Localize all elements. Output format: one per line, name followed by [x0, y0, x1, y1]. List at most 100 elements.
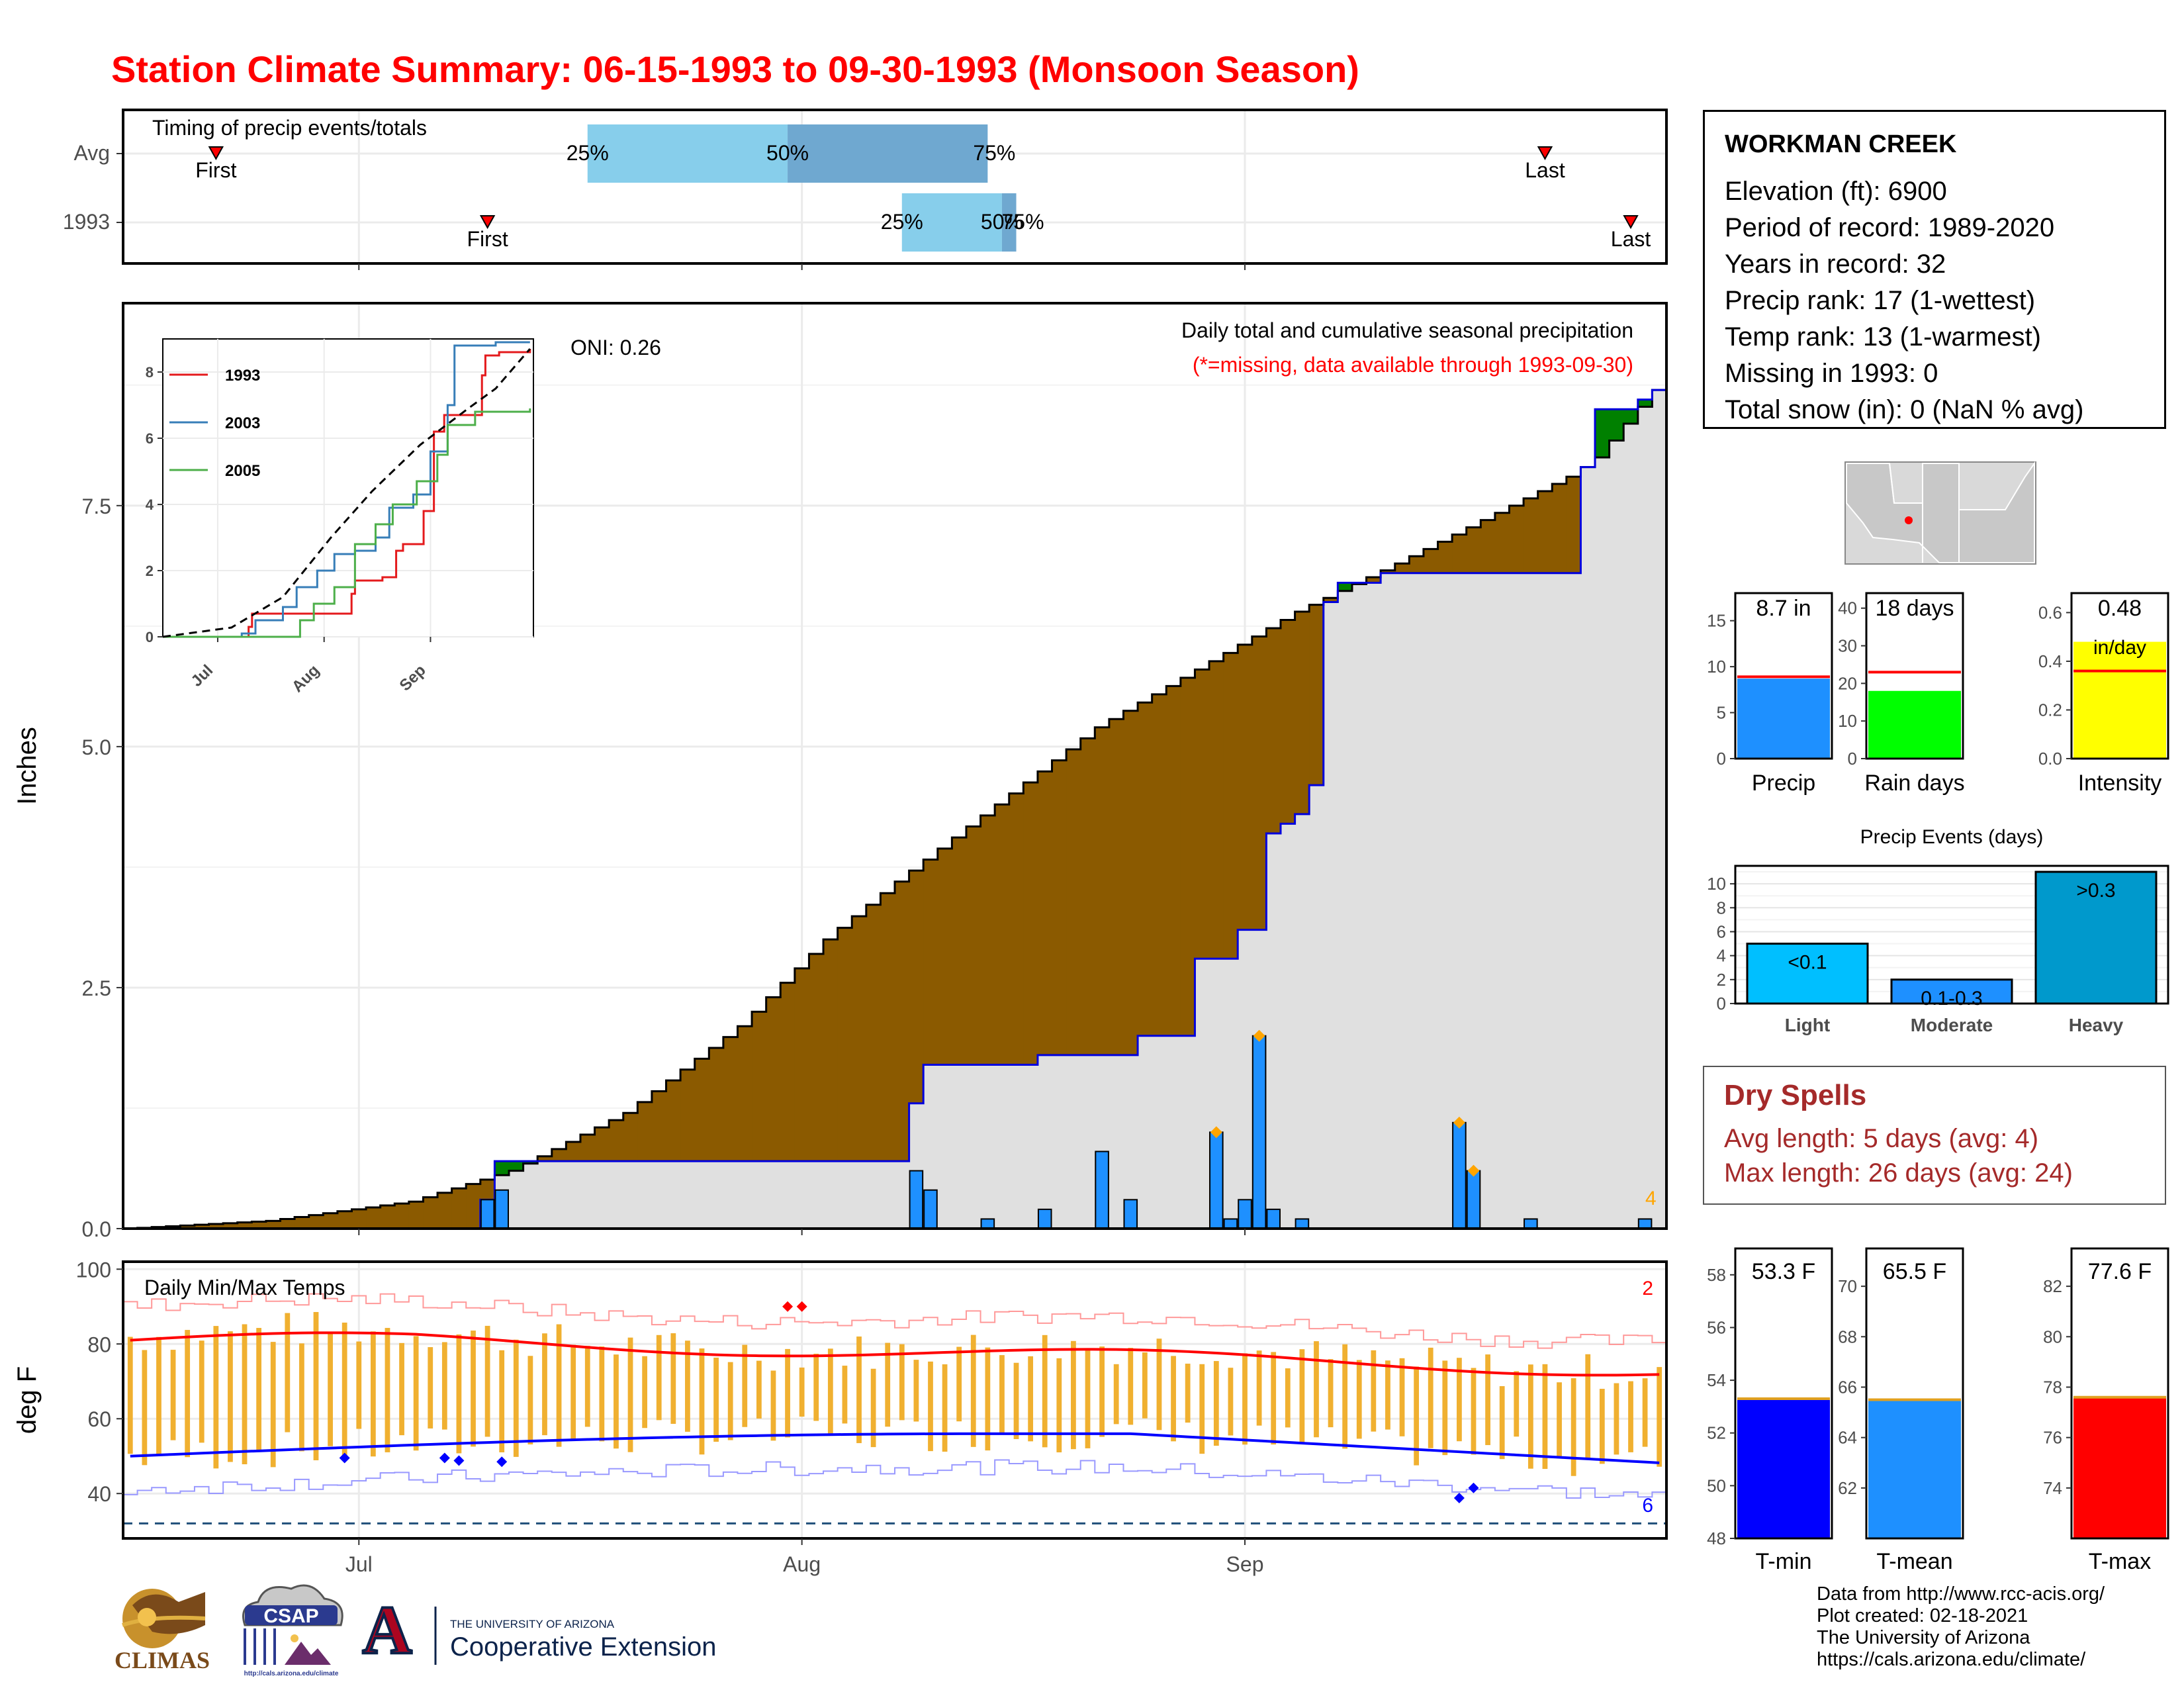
locator-map	[1844, 461, 2036, 565]
mini-y-tick-label: 0	[1848, 749, 1857, 769]
avg-max-line	[130, 1331, 1660, 1377]
diff-fill	[1452, 534, 1467, 573]
daily-temp-bar	[1056, 1358, 1062, 1453]
mini-y-tick-label: 0.6	[2038, 602, 2062, 622]
daily-temp-bar	[742, 1344, 748, 1427]
cum-area	[1437, 573, 1453, 1229]
station-name: WORKMAN CREEK	[1725, 130, 1957, 158]
record-marker-icon	[1467, 1164, 1480, 1177]
quartile-label: 50%	[981, 210, 1023, 234]
mini-y-tick-label: 0.4	[2038, 651, 2062, 671]
x-tick-label: Jul	[345, 1552, 373, 1576]
daily-temp-bar	[1599, 1389, 1605, 1464]
mini-value-label: 77.6 F	[2088, 1259, 2152, 1284]
precip-panel: 4 Daily total and cumulative seasonal pre…	[13, 302, 1668, 1241]
station-info-line: Years in record: 32	[1725, 250, 1946, 279]
mini-y-tick-label: 52	[1707, 1423, 1726, 1443]
diff-fill	[1080, 738, 1095, 1055]
cum-area	[1466, 573, 1481, 1229]
daily-temp-bar	[942, 1364, 948, 1452]
plot-border	[122, 1260, 1668, 1540]
diff-fill	[852, 916, 867, 1162]
daily-precip-bar	[1209, 1131, 1224, 1229]
diff-fill	[1537, 491, 1553, 573]
diff-fill	[680, 1069, 696, 1162]
daily-temp-bar	[1457, 1358, 1462, 1442]
diff-fill	[952, 837, 967, 1065]
cum-area	[1009, 1064, 1024, 1229]
mini-bar	[1737, 679, 1830, 759]
first-label: First	[467, 227, 508, 251]
diff-fill	[895, 881, 910, 1162]
diff-fill	[809, 953, 824, 1162]
credit-line: Plot created: 02-18-2021	[1817, 1605, 2028, 1626]
y-tick-label: 6	[1717, 921, 1726, 941]
x-tick-label: Sep	[1226, 1552, 1264, 1576]
diff-fill	[537, 1156, 553, 1162]
daily-precip-bar	[1037, 1208, 1052, 1229]
daily-temp-bar	[399, 1342, 404, 1436]
diff-fill	[880, 893, 895, 1162]
y-tick-label: 2	[1717, 970, 1726, 990]
station-info-line: Period of record: 1989-2020	[1725, 213, 2055, 242]
diff-fill	[1295, 612, 1310, 814]
daily-temp-bar	[1271, 1352, 1277, 1445]
daily-temp-bar	[1171, 1356, 1176, 1442]
daily-precip-bar	[1095, 1150, 1109, 1229]
y-tick-label: 0.0	[82, 1217, 111, 1241]
daily-temp-bar	[1342, 1344, 1348, 1449]
y-tick-label: 2.5	[82, 976, 111, 1000]
inset-y-tick-label: 2	[146, 563, 154, 579]
temps-title: Daily Min/Max Temps	[144, 1276, 345, 1299]
cum-area	[680, 1161, 696, 1229]
daily-precip-bar	[1295, 1218, 1310, 1229]
daily-temp-bar	[441, 1342, 447, 1430]
diff-fill	[323, 1213, 338, 1229]
row-label: 1993	[63, 210, 110, 234]
daily-temp-bar	[1285, 1368, 1291, 1428]
inset-y-tick-label: 4	[146, 496, 154, 513]
cum-area	[1552, 573, 1567, 1229]
cum-area	[1152, 1035, 1167, 1229]
ua-extension-logo: A THE UNIVERSITY OF ARIZONA Cooperative …	[361, 1599, 716, 1669]
daily-temp-bar	[1542, 1364, 1548, 1470]
daily-temp-bar	[170, 1350, 176, 1440]
daily-temp-bar	[299, 1343, 304, 1452]
record-marker-icon	[1453, 1116, 1465, 1129]
y-tick-label: 100	[76, 1258, 111, 1282]
record-high-count: 2	[1642, 1278, 1653, 1299]
quartile-bar	[788, 124, 988, 183]
cum-area	[1180, 1035, 1195, 1229]
station-info-line: Missing in 1993: 0	[1725, 359, 1938, 388]
inset-series-line	[163, 349, 531, 638]
cum-area	[623, 1161, 638, 1229]
daily-temp-bar	[1314, 1341, 1319, 1438]
quartile-label: 75%	[973, 141, 1015, 165]
mini-y-tick-label: 70	[1838, 1276, 1857, 1296]
cum-area	[1266, 833, 1281, 1229]
daily-precip-bar	[1223, 1218, 1238, 1229]
mini-plot-border	[1865, 592, 1964, 760]
cum-area	[709, 1161, 724, 1229]
diff-fill	[380, 1205, 395, 1229]
diff-fill	[1637, 399, 1653, 407]
daily-temp-bar	[685, 1340, 690, 1432]
record-high-marker-icon	[782, 1301, 794, 1312]
mini-y-tick-label: 68	[1838, 1327, 1857, 1346]
daily-temp-bar	[142, 1350, 148, 1466]
y-tick-label: 80	[87, 1333, 111, 1356]
mini-y-tick-label: 80	[2043, 1327, 2062, 1346]
diff-fill	[1595, 409, 1610, 457]
daily-temp-bar	[1614, 1383, 1619, 1455]
diff-fill	[766, 997, 781, 1162]
daily-temp-bar	[770, 1370, 776, 1441]
cum-area	[1052, 1055, 1067, 1229]
cum-area	[780, 1161, 796, 1229]
daily-temp-bar	[1256, 1350, 1262, 1426]
diff-fill	[1109, 719, 1124, 1055]
daily-temp-bar	[1499, 1386, 1505, 1460]
diff-fill	[1009, 793, 1024, 1065]
daily-precip-bar	[1452, 1121, 1467, 1229]
diff-fill	[280, 1219, 295, 1229]
